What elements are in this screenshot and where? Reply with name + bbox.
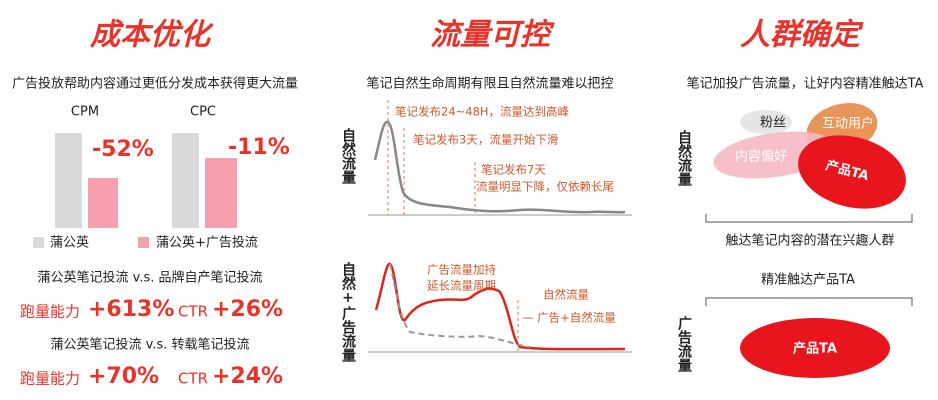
bar — [55, 133, 82, 228]
item-label: CTR — [178, 370, 208, 388]
item-value: +613% — [88, 297, 174, 322]
panel-title: 流量可控 — [430, 18, 555, 53]
caption: 精准触达产品TA — [761, 273, 855, 288]
trend-curve — [374, 262, 626, 351]
subtitle: 笔记自然生命周期有限且自然流量难以把控 — [366, 76, 613, 92]
annotation: — 广告+自然流量 — [522, 311, 616, 325]
axis-label: 自然+广告流量 — [340, 261, 356, 363]
caption: 触达笔记内容的潜在兴趣人群 — [725, 233, 894, 249]
panel-title: 成本优化 — [89, 18, 214, 53]
annotation: 自然流量 — [543, 288, 589, 302]
bubble-label: 互动用户 — [822, 116, 874, 132]
bar — [88, 178, 118, 228]
panel-title: 人群确定 — [740, 18, 864, 53]
axis-label: 自然流量 — [340, 127, 356, 185]
subtitle: 广告投放帮助内容通过更低分发成本获得更大流量 — [12, 76, 298, 92]
bubble — [798, 135, 906, 209]
annotation: 广告流量加持 — [427, 263, 496, 277]
bubble-label: 产品TA — [793, 341, 837, 357]
metric-label: CPM — [71, 105, 99, 120]
bubble-label: 粉丝 — [760, 116, 786, 131]
trend-curve — [373, 120, 626, 214]
item-label: CTR — [178, 303, 208, 321]
item-value: +70% — [88, 364, 159, 389]
bar — [205, 158, 237, 228]
metric-change: -52% — [92, 137, 154, 162]
item-label: 跑量能力 — [20, 303, 80, 321]
trend-curve — [389, 263, 531, 348]
item-label: 跑量能力 — [20, 370, 80, 388]
legend-label: 蒲公英 — [50, 236, 89, 251]
metric-change: -11% — [228, 135, 290, 160]
item-value: +26% — [212, 297, 283, 322]
brace — [705, 297, 913, 306]
legend-label: 蒲公英+广告投流 — [156, 235, 258, 251]
axis-label: 自然流量 — [676, 129, 692, 187]
axis-label: 广告流量 — [676, 315, 692, 373]
annotation: 流量明显下降，仅依赖长尾 — [476, 180, 614, 194]
item-value: +24% — [212, 364, 283, 389]
annotation: 笔记发布24~48H，流量达到高峰 — [395, 105, 570, 119]
legend-swatch — [138, 237, 149, 248]
metric-label: CPC — [190, 105, 216, 120]
brace — [705, 214, 913, 223]
subtitle: 笔记加投广告流量，让好内容精准触达TA — [687, 76, 924, 92]
comparison-title: 蒲公英笔记投流 v.s. 转载笔记投流 — [51, 337, 250, 353]
bubble-label: 内容偏好 — [735, 149, 787, 165]
bubble — [740, 318, 890, 378]
annotation: 笔记发布3天，流量开始下滑 — [413, 133, 558, 147]
bar — [172, 133, 199, 228]
annotation: 延长流量周期 — [427, 279, 496, 293]
bubble — [740, 110, 792, 134]
annotation: 笔记发布7天 — [481, 163, 546, 177]
comparison-title: 蒲公英笔记投流 v.s. 品牌自产笔记投流 — [38, 270, 263, 286]
legend-swatch — [33, 237, 44, 248]
